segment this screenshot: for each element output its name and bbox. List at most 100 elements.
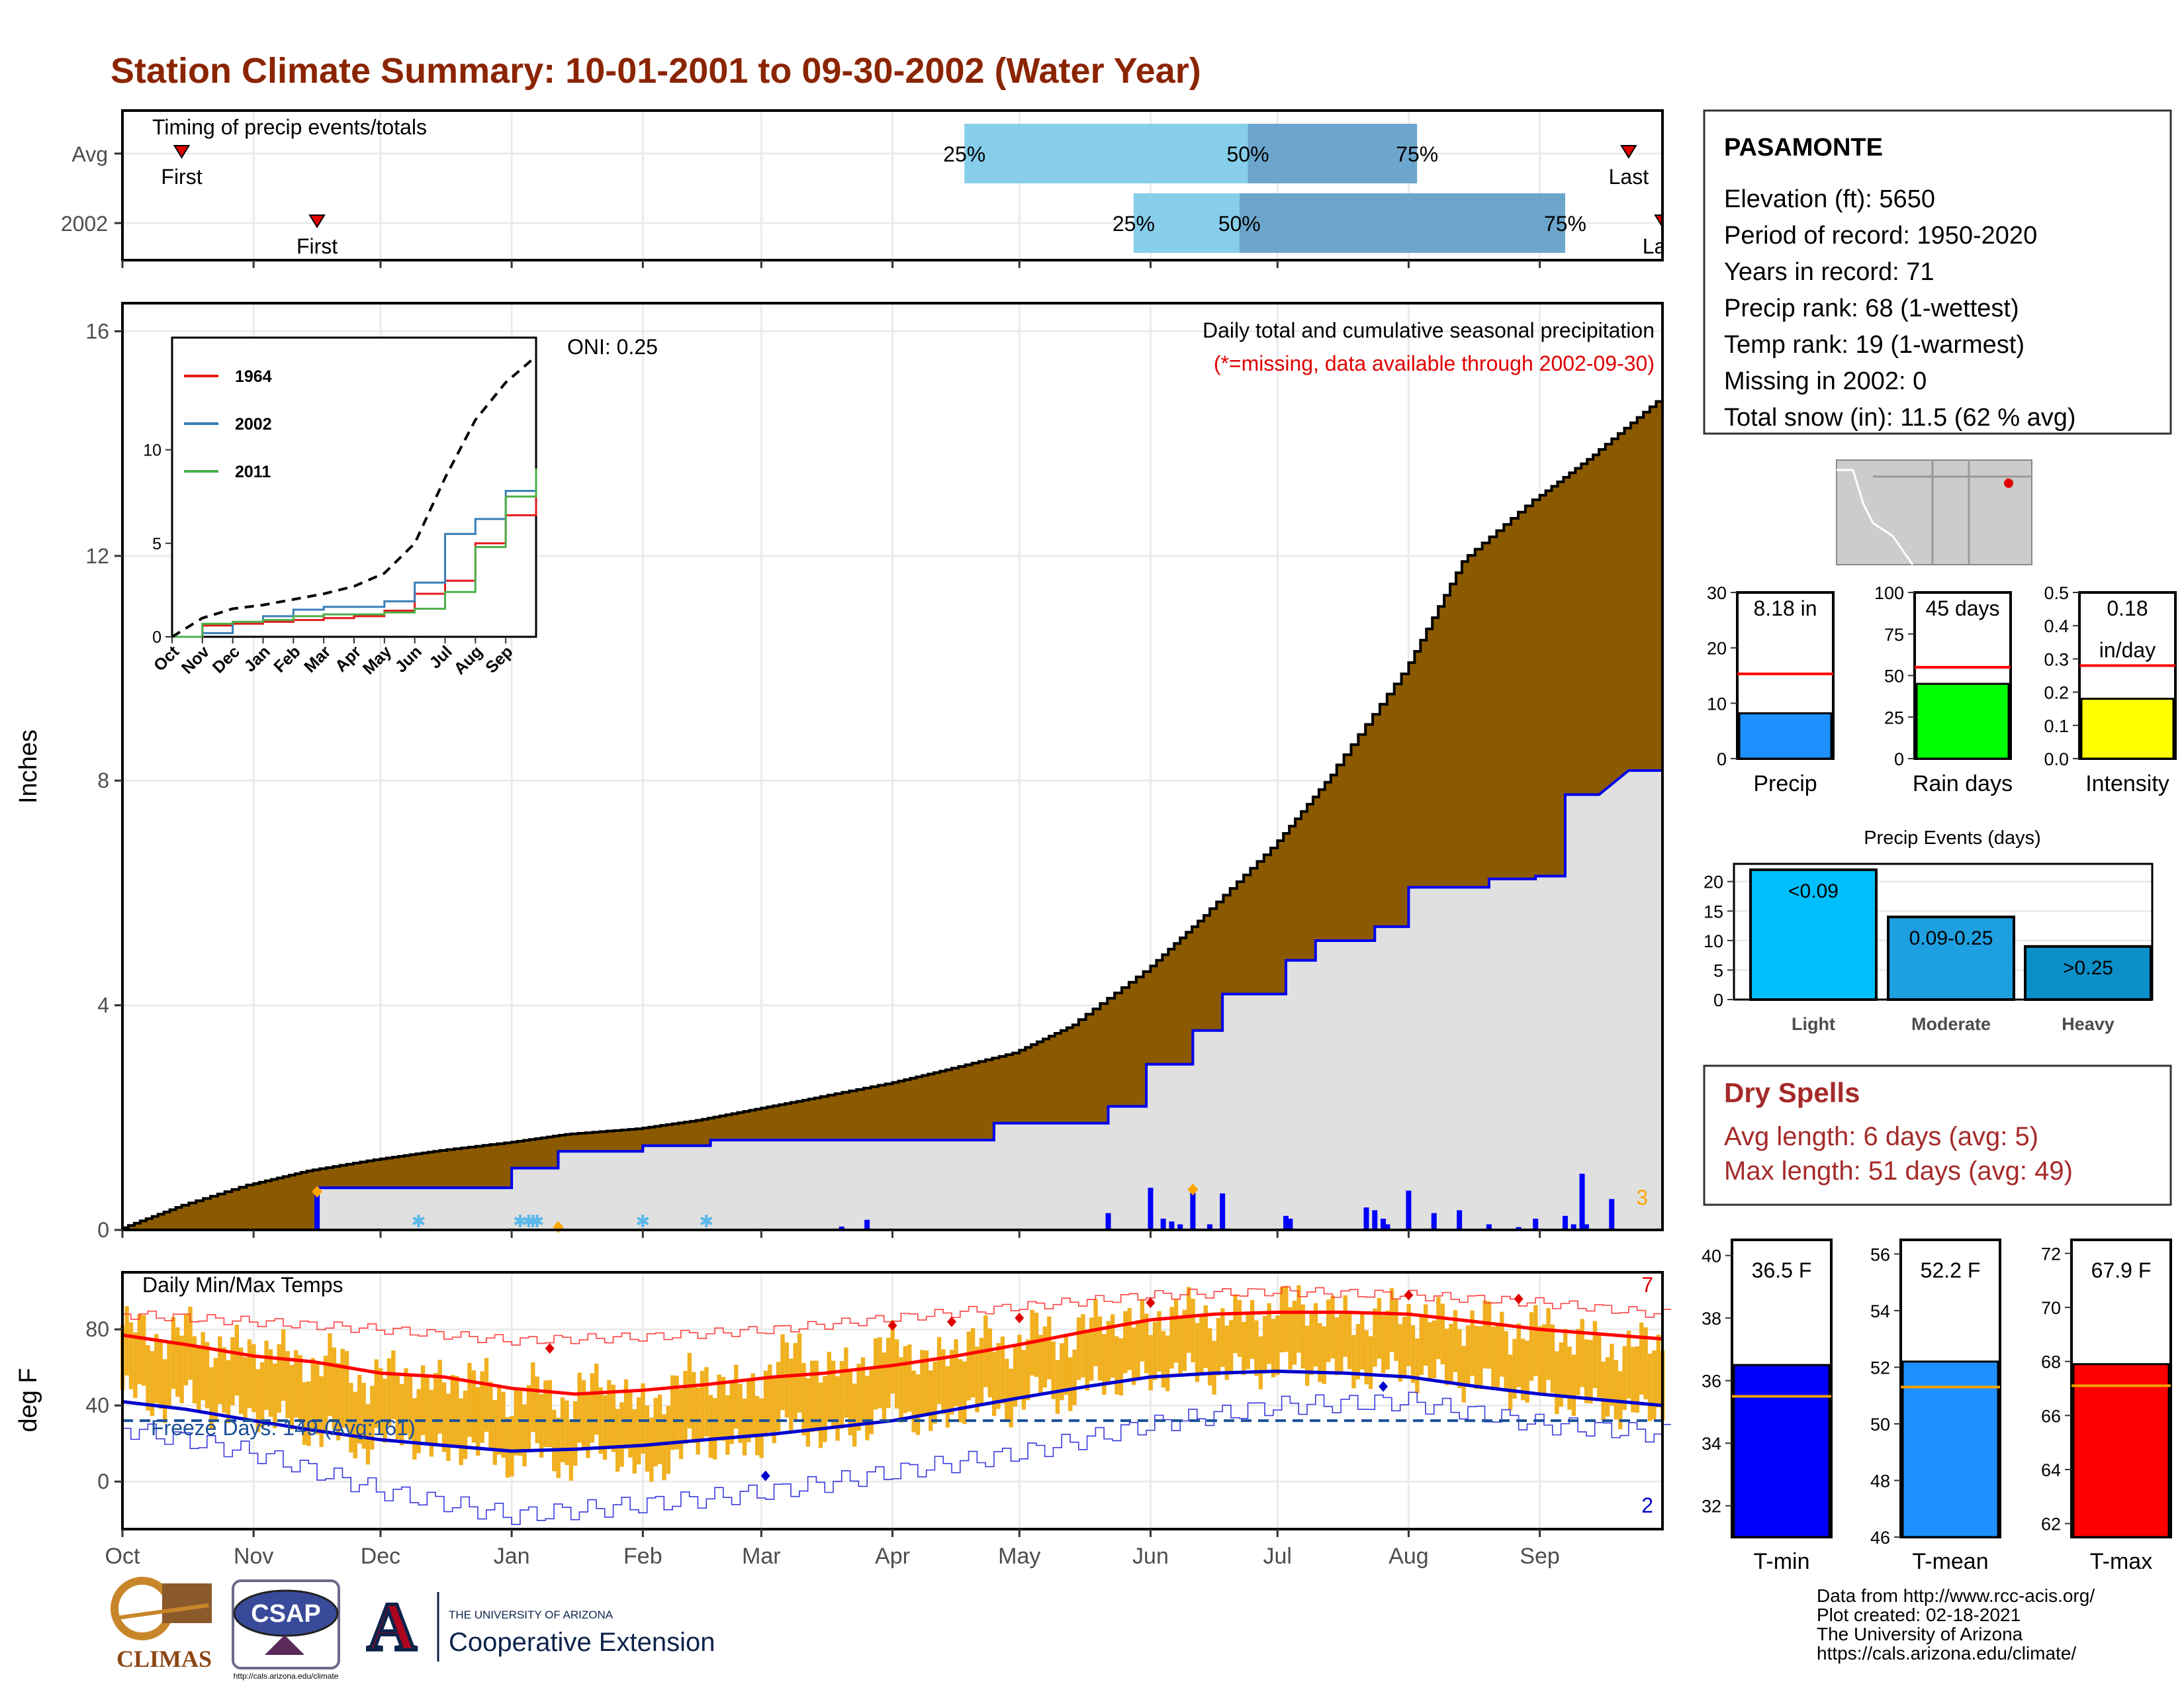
daily-temp-bar bbox=[133, 1332, 138, 1399]
daily-temp-bar bbox=[1440, 1303, 1445, 1365]
timing-label-75: 75% bbox=[1544, 212, 1586, 236]
daily-temp-bar bbox=[183, 1313, 189, 1385]
daily-temp-bar bbox=[259, 1362, 265, 1428]
daily-temp-bar bbox=[1419, 1315, 1424, 1376]
daily-temp-bar bbox=[1491, 1327, 1496, 1389]
daily-precip-bar bbox=[1533, 1219, 1539, 1230]
inset-legend-label: 2011 bbox=[235, 463, 271, 481]
daily-temp-bar bbox=[1305, 1325, 1310, 1386]
month-tick-label: May bbox=[998, 1544, 1040, 1569]
daily-temp-bar bbox=[1207, 1328, 1212, 1385]
daily-temp-bar bbox=[1224, 1325, 1229, 1380]
daily-temp-bar bbox=[1622, 1346, 1627, 1411]
daily-precip-bar bbox=[839, 1226, 844, 1230]
daily-temp-bar bbox=[962, 1361, 967, 1425]
daily-temp-bar bbox=[1178, 1317, 1183, 1377]
daily-precip-bar bbox=[314, 1192, 320, 1230]
csap-logo-text: CSAP bbox=[251, 1600, 321, 1628]
daily-temp-bar bbox=[209, 1367, 214, 1429]
daily-temp-bar bbox=[941, 1349, 946, 1414]
daily-temp-bar bbox=[987, 1328, 992, 1397]
daily-temp-bar bbox=[1453, 1310, 1458, 1372]
precip-y-axis-label: Inches bbox=[15, 729, 42, 804]
daily-temp-bar bbox=[975, 1346, 979, 1413]
climas-logo-ring bbox=[111, 1577, 174, 1640]
first-event-marker bbox=[308, 214, 326, 228]
daily-temp-bar bbox=[1220, 1308, 1225, 1367]
daily-temp-bar bbox=[1263, 1315, 1267, 1374]
daily-temp-bar bbox=[1555, 1351, 1559, 1415]
daily-temp-bar bbox=[1258, 1336, 1263, 1389]
daily-temp-bar bbox=[243, 1357, 248, 1423]
daily-temp-bar bbox=[911, 1370, 916, 1432]
timing-bar-50-75 bbox=[1248, 124, 1418, 183]
timing-label-first: First bbox=[296, 234, 338, 258]
daily-temp-bar bbox=[501, 1391, 506, 1458]
precip-y-tick-label: 4 bbox=[97, 994, 109, 1017]
daily-temp-bar bbox=[552, 1409, 557, 1472]
page-title: Station Climate Summary: 10-01-2001 to 0… bbox=[111, 51, 1201, 91]
daily-temp-bar bbox=[865, 1376, 870, 1440]
inset-y-tick-label: 0 bbox=[152, 628, 161, 647]
daily-temp-bar bbox=[805, 1378, 811, 1447]
daily-temp-bar bbox=[1580, 1319, 1584, 1387]
daily-temp-bar bbox=[471, 1370, 477, 1443]
month-tick-label: Mar bbox=[742, 1544, 781, 1569]
daily-temp-bar bbox=[611, 1384, 615, 1452]
daily-temp-bar bbox=[1187, 1287, 1191, 1353]
daily-temp-bar bbox=[1326, 1299, 1331, 1362]
daily-temp-bar bbox=[399, 1383, 404, 1446]
daily-temp-bar bbox=[539, 1393, 544, 1458]
daily-temp-bar bbox=[692, 1372, 696, 1443]
daily-temp-bar bbox=[437, 1360, 442, 1434]
daily-temp-bar bbox=[1034, 1313, 1039, 1378]
daily-temp-bar bbox=[772, 1377, 776, 1444]
temp-panel-label: T-max bbox=[2090, 1549, 2152, 1574]
precip-y-tick-label: 8 bbox=[97, 769, 109, 792]
daily-temp-bar bbox=[1406, 1303, 1411, 1366]
daily-temp-bar bbox=[374, 1359, 379, 1429]
daily-temp-bar bbox=[1212, 1340, 1216, 1395]
inset-frame bbox=[171, 336, 537, 638]
daily-temp-bar bbox=[670, 1375, 675, 1450]
month-tick-label: Jun bbox=[1132, 1544, 1169, 1569]
daily-temp-bar bbox=[641, 1383, 645, 1454]
snow-marker-icon: ✱ bbox=[530, 1211, 545, 1231]
daily-temp-bar bbox=[602, 1395, 608, 1460]
daily-temp-bar bbox=[738, 1383, 743, 1443]
daily-temp-bar bbox=[556, 1417, 561, 1478]
avg-max-line bbox=[122, 1310, 1663, 1396]
record-high-marker bbox=[1514, 1293, 1524, 1305]
temps-y-tick-label: 40 bbox=[85, 1393, 109, 1417]
daily-temp-bar bbox=[1635, 1346, 1640, 1413]
record-precip-marker bbox=[1187, 1183, 1199, 1196]
event-category-label: Light bbox=[1792, 1014, 1835, 1034]
daily-temp-bar bbox=[1097, 1316, 1103, 1381]
daily-temp-bar bbox=[890, 1320, 895, 1394]
csap-logo-url: http://cals.arizona.edu/climate bbox=[234, 1671, 339, 1681]
daily-temp-bar bbox=[1402, 1317, 1407, 1376]
daily-temp-bar bbox=[1465, 1325, 1471, 1387]
daily-temp-bar bbox=[1597, 1333, 1602, 1398]
daily-temp-bar bbox=[480, 1371, 484, 1443]
precip-y-tick-label: 0 bbox=[97, 1218, 109, 1242]
daily-temp-bar bbox=[336, 1363, 341, 1440]
temps-y-tick-label: 80 bbox=[85, 1317, 109, 1341]
daily-temp-bar bbox=[1021, 1350, 1026, 1410]
daily-temp-bar bbox=[801, 1362, 806, 1436]
daily-temp-bar bbox=[234, 1325, 240, 1396]
daily-temp-bar bbox=[1347, 1311, 1352, 1370]
daily-temp-bar bbox=[420, 1365, 426, 1436]
event-bar-label: <0.09 bbox=[1788, 880, 1839, 902]
daily-temp-bar bbox=[230, 1337, 235, 1405]
daily-temp-bar bbox=[1537, 1326, 1543, 1394]
daily-temp-bar bbox=[1385, 1310, 1390, 1370]
events-y-tick-label: 10 bbox=[1704, 931, 1723, 951]
temp-panel-y-tick-label: 64 bbox=[2041, 1460, 2061, 1480]
cumulative-2002-line bbox=[122, 769, 1662, 1231]
stat-panel-label: Precip bbox=[1753, 771, 1817, 796]
credit-line: Data from http://www.rcc-acis.org/ bbox=[1817, 1585, 2095, 1606]
record-high-marker bbox=[1146, 1297, 1156, 1308]
timing-label-first: First bbox=[161, 165, 202, 189]
